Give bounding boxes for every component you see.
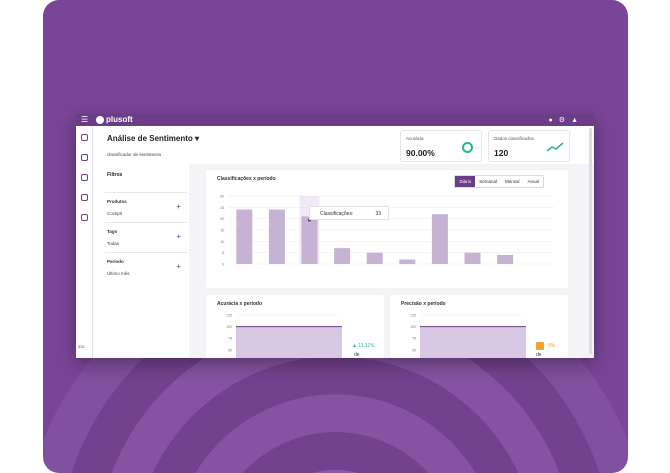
chart-title: Precisão x período xyxy=(401,301,446,307)
precision-panel: Precisão x período 0255075100125 0% de xyxy=(390,295,568,358)
neutral-icon xyxy=(536,342,544,350)
menu-icon[interactable]: ☰ xyxy=(81,115,89,124)
y-tick-label: 0 xyxy=(222,263,224,267)
kpi-label: Dados classificados xyxy=(494,136,534,141)
precision-note: de xyxy=(536,352,542,358)
brand-name: plusoft xyxy=(106,115,133,124)
y-tick-label: 25 xyxy=(220,206,224,210)
y-tick-label: 10 xyxy=(220,240,224,244)
top-bar: ☰ plusoft ●⚙▲ xyxy=(76,114,594,126)
bar xyxy=(301,216,318,264)
accuracy-delta: ▲ 11,11% xyxy=(352,343,375,349)
chart-tooltip: Classificações: 33 xyxy=(309,206,389,220)
period-weekly[interactable]: Semanal xyxy=(479,179,497,184)
area-fill xyxy=(420,326,526,358)
filter-value: Cockpit xyxy=(107,211,123,216)
period-monthly[interactable]: Mensal xyxy=(504,179,520,184)
add-icon[interactable]: + xyxy=(176,232,181,241)
precision-chart: 0255075100125 xyxy=(410,314,526,358)
version-label: 330 xyxy=(78,344,85,349)
tooltip-label: Classificações: xyxy=(320,211,354,217)
kpi-label: Acurácia xyxy=(406,136,424,141)
bar xyxy=(399,259,416,264)
y-tick-label: 50 xyxy=(412,348,416,352)
y-tick-label: 15 xyxy=(220,229,224,233)
toolbar-icons: ●⚙▲ xyxy=(549,116,584,124)
sidebar: 330 xyxy=(76,126,93,358)
logo-icon xyxy=(96,116,104,124)
y-tick-label: 50 xyxy=(228,348,232,352)
home-icon[interactable] xyxy=(81,134,88,141)
bar xyxy=(497,254,514,264)
page-title[interactable]: Análise de Sentimento ▾ xyxy=(107,134,200,143)
filter-period[interactable]: Período Último mês + xyxy=(105,252,187,282)
bar xyxy=(431,214,448,264)
filter-value: Todas xyxy=(107,241,120,246)
kpi-accuracy: Acurácia 90.00% xyxy=(400,130,482,162)
period-yearly[interactable]: Anual xyxy=(527,179,539,184)
y-tick-label: 5 xyxy=(222,251,224,255)
bar xyxy=(268,209,285,264)
filter-value: Último mês xyxy=(107,271,130,276)
y-tick-label: 30 xyxy=(220,195,224,199)
kpi-value: 90.00% xyxy=(406,148,435,158)
chart-title: Acurácia x período xyxy=(217,301,263,307)
bar xyxy=(334,248,351,264)
y-tick-label: 20 xyxy=(220,217,224,221)
bar-chart: 0 5 10 15 20 25 30 xyxy=(220,195,554,267)
filter-tags[interactable]: Tags Todas + xyxy=(105,222,187,252)
gear-icon[interactable]: ⚙ xyxy=(558,117,572,124)
bar xyxy=(464,252,481,264)
document-icon[interactable] xyxy=(81,154,88,161)
y-tick-label: 125 xyxy=(226,314,232,318)
precision-delta: 0% xyxy=(548,343,556,349)
app-window: ☰ plusoft ●⚙▲ 330 Análise de Sentimento … xyxy=(76,114,594,358)
accuracy-note: de xyxy=(354,352,360,358)
filter-label: Período xyxy=(107,259,124,264)
list-icon[interactable] xyxy=(81,174,88,181)
period-daily[interactable]: Diário xyxy=(455,176,476,187)
bell-icon[interactable]: ● xyxy=(548,117,559,124)
user-icon[interactable]: ▲ xyxy=(571,117,584,124)
tooltip-value: 33 xyxy=(375,211,381,217)
kpi-value: 120 xyxy=(494,148,509,158)
ring-icon xyxy=(462,142,473,153)
chart-title: Classificações x período xyxy=(217,176,276,182)
y-tick-label: 75 xyxy=(412,337,416,341)
classifications-panel: Classificações x período Diário Semanal … xyxy=(206,170,568,288)
report-icon[interactable] xyxy=(81,214,88,221)
bar xyxy=(366,252,383,264)
filter-products[interactable]: Produtos Cockpit + xyxy=(105,192,187,222)
y-tick-label: 100 xyxy=(410,325,416,329)
y-tick-label: 100 xyxy=(226,325,232,329)
bar xyxy=(236,209,253,264)
kpi-classified: Dados classificados 120 xyxy=(488,130,570,162)
accuracy-chart: 0255075100125 xyxy=(226,314,342,358)
add-icon[interactable]: + xyxy=(176,262,181,271)
trend-icon xyxy=(546,142,564,152)
link-icon[interactable] xyxy=(81,194,88,201)
filters-title: Filtros xyxy=(107,172,123,178)
accuracy-panel: Acurácia x período 0255075100125 ▲ 11,11… xyxy=(206,295,384,358)
y-tick-label: 75 xyxy=(228,337,232,341)
period-toggle: Diário Semanal Mensal Anual xyxy=(454,175,544,188)
filters-panel: Filtros Produtos Cockpit + Tags Todas + … xyxy=(93,164,189,358)
y-tick-label: 125 xyxy=(410,314,416,318)
add-icon[interactable]: + xyxy=(176,202,181,211)
scrollbar[interactable] xyxy=(589,128,592,354)
filter-label: Produtos xyxy=(107,199,127,204)
area-fill xyxy=(236,326,342,358)
filter-label: Tags xyxy=(107,229,118,234)
page-subtitle: classificador de sentimento xyxy=(107,152,162,157)
